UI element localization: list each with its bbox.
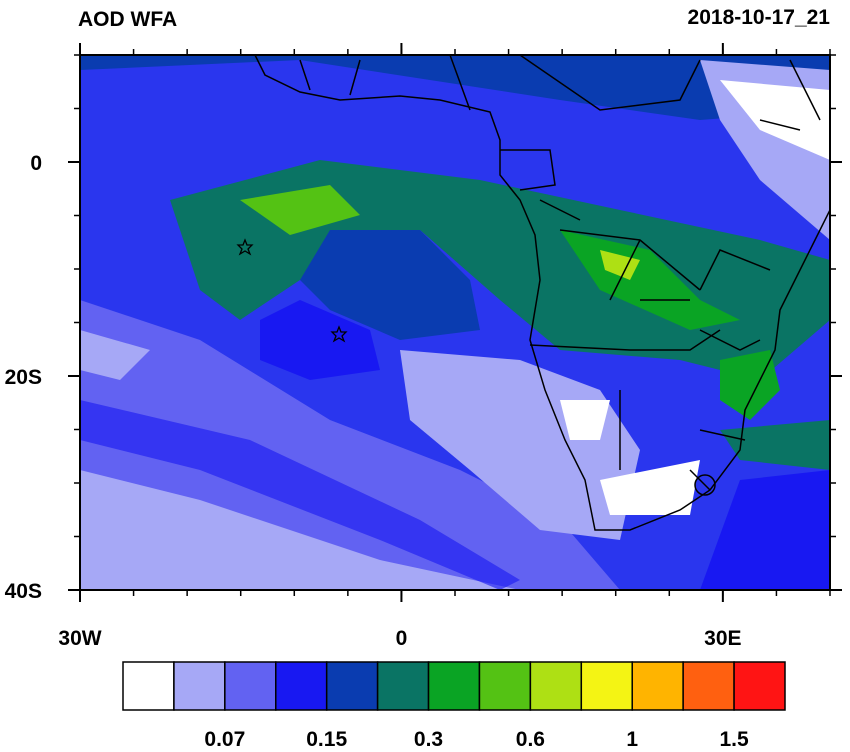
colorbar-box — [733, 661, 786, 711]
coastline — [254, 55, 830, 531]
colorbar-box — [478, 661, 532, 711]
lat-tick-label: 20S — [5, 366, 42, 389]
aod-field — [80, 55, 830, 590]
colorbar-box — [631, 661, 684, 711]
colorbar-box — [427, 661, 481, 711]
colorbar-box — [580, 661, 633, 711]
colorbar-label: 0.3 — [414, 728, 443, 747]
colorbar-label: 0.15 — [306, 728, 347, 747]
colorbar-box — [173, 661, 226, 711]
lon-tick-label: 30W — [58, 627, 101, 650]
colorbar-label: 0.07 — [204, 728, 245, 747]
colorbar-box — [682, 661, 735, 711]
colorbar-box — [275, 661, 328, 711]
colorbar-label: 1.5 — [719, 728, 749, 747]
colorbar-box — [529, 661, 583, 711]
map-title: AOD WFA — [78, 8, 177, 31]
colorbar-box — [325, 661, 379, 711]
station-markers — [236, 238, 348, 343]
lon-tick-label: 30E — [704, 627, 741, 650]
colorbar-box — [122, 661, 175, 711]
colorbar-box — [224, 661, 277, 711]
lon-tick-label: 0 — [396, 627, 408, 650]
colorbar-label: 1 — [626, 728, 638, 747]
lat-tick-label: 0 — [30, 152, 42, 175]
colorbar-box — [376, 661, 430, 711]
timestamp: 2018-10-17_21 — [688, 6, 831, 29]
lat-tick-label: 40S — [5, 580, 42, 603]
colorbar-label: 0.6 — [516, 728, 545, 747]
